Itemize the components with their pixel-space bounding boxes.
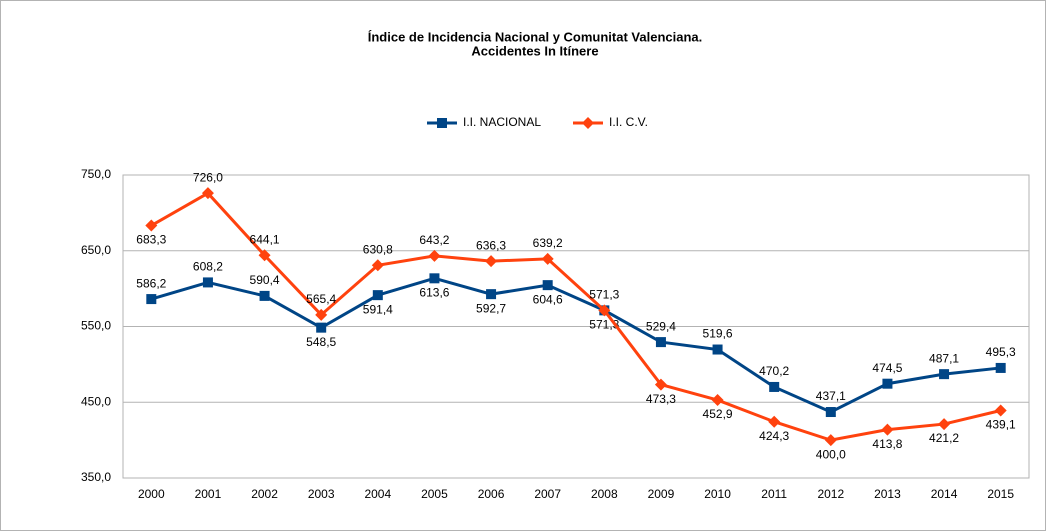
legend-label: I.I. NACIONAL (463, 115, 541, 129)
data-label: 643,2 (419, 233, 449, 247)
x-tick-label: 2006 (478, 487, 505, 501)
x-tick-label: 2014 (931, 487, 958, 501)
data-point (372, 290, 383, 301)
x-tick-label: 2010 (704, 487, 731, 501)
data-label: 683,3 (136, 233, 166, 247)
data-point (541, 252, 554, 265)
x-tick-label: 2007 (534, 487, 561, 501)
x-tick-label: 2012 (817, 487, 844, 501)
data-point (316, 322, 327, 333)
data-point (824, 434, 837, 447)
y-tick-label: 350,0 (81, 470, 111, 484)
data-point (825, 407, 836, 418)
legend-marker (437, 118, 447, 128)
data-label: 592,7 (476, 301, 506, 315)
data-label: 591,4 (363, 302, 393, 316)
data-label: 586,2 (136, 276, 166, 290)
x-tick-label: 2000 (138, 487, 165, 501)
data-label: 608,2 (193, 260, 223, 274)
data-label: 529,4 (646, 319, 676, 333)
data-label: 452,9 (703, 407, 733, 421)
data-label: 548,5 (306, 335, 336, 349)
data-point (201, 187, 214, 200)
data-point (486, 289, 497, 300)
data-label: 636,3 (476, 238, 506, 252)
data-point (485, 255, 498, 268)
data-label: 565,4 (306, 292, 336, 306)
data-point (711, 394, 724, 407)
data-point (371, 259, 384, 272)
x-tick-label: 2015 (987, 487, 1014, 501)
data-label: 590,4 (250, 273, 280, 287)
data-point (259, 290, 270, 301)
data-label: 630,8 (363, 242, 393, 256)
x-tick-label: 2004 (364, 487, 391, 501)
x-tick-label: 2013 (874, 487, 901, 501)
chart-subtitle: Accidentes In Itínere (471, 43, 598, 58)
data-point (428, 249, 441, 262)
data-label: 437,1 (816, 389, 846, 403)
y-tick-label: 450,0 (81, 394, 111, 408)
data-label: 473,3 (646, 392, 676, 406)
data-label: 644,1 (250, 232, 280, 246)
data-point (598, 304, 611, 317)
data-label: 726,0 (193, 170, 223, 184)
x-tick-label: 2008 (591, 487, 618, 501)
data-point (769, 381, 780, 392)
data-point (202, 277, 213, 288)
data-point (882, 378, 893, 389)
y-tick-label: 650,0 (81, 243, 111, 257)
chart-title: Índice de Incidencia Nacional y Comunita… (368, 29, 703, 44)
data-label: 439,1 (986, 418, 1016, 432)
data-label: 487,1 (929, 351, 959, 365)
x-tick-label: 2011 (761, 487, 787, 501)
data-point (994, 404, 1007, 417)
data-label: 421,2 (929, 431, 959, 445)
x-tick-label: 2005 (421, 487, 448, 501)
y-tick-label: 750,0 (81, 167, 111, 181)
x-tick-label: 2009 (648, 487, 675, 501)
data-point (146, 294, 157, 305)
data-point (315, 308, 328, 321)
data-point (768, 415, 781, 428)
data-label: 613,6 (419, 285, 449, 299)
data-point (654, 378, 667, 391)
data-label: 474,5 (872, 361, 902, 375)
x-tick-label: 2001 (195, 487, 222, 501)
data-label: 519,6 (703, 327, 733, 341)
legend-marker (582, 117, 594, 129)
data-label: 604,6 (533, 292, 563, 306)
data-point (258, 249, 271, 262)
y-tick-label: 550,0 (81, 319, 111, 333)
data-point (712, 344, 723, 355)
data-label: 571,3 (589, 288, 619, 302)
data-label: 400,0 (816, 447, 846, 461)
data-point (145, 219, 158, 232)
data-point (881, 423, 894, 436)
data-label: 470,2 (759, 364, 789, 378)
data-label: 424,3 (759, 429, 789, 443)
data-point (938, 418, 951, 431)
data-point (542, 280, 553, 291)
data-point (429, 273, 440, 284)
data-point (939, 369, 950, 380)
x-tick-label: 2003 (308, 487, 335, 501)
data-label: 495,3 (986, 345, 1016, 359)
series-line (150, 276, 1001, 414)
data-point (995, 362, 1006, 373)
legend-label: I.I. C.V. (609, 115, 648, 129)
data-point (655, 337, 666, 348)
data-label: 413,8 (872, 437, 902, 451)
x-tick-label: 2002 (251, 487, 278, 501)
series-line (150, 191, 1002, 442)
data-label: 639,2 (533, 236, 563, 250)
